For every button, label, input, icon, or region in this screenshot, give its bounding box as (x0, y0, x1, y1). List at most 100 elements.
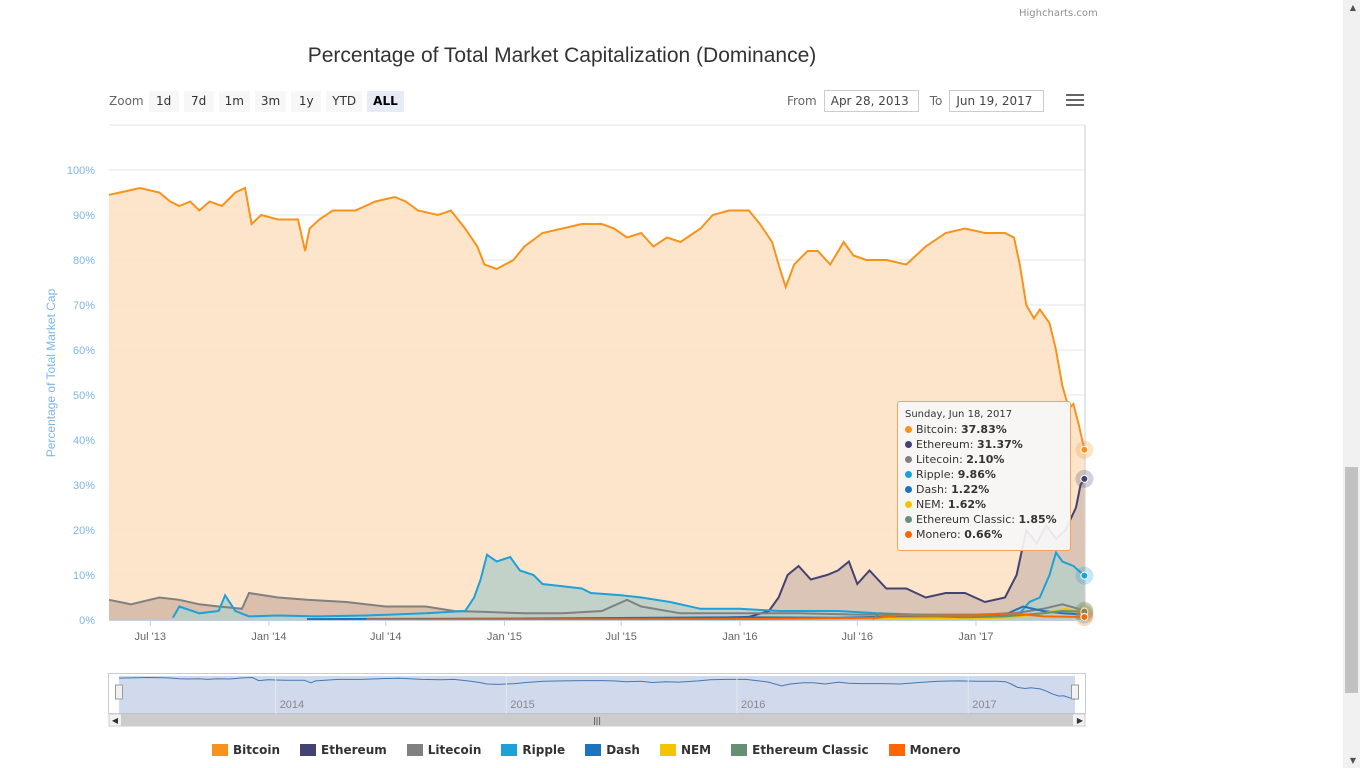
line-monero (366, 612, 1085, 621)
legend-symbol (659, 744, 676, 756)
x-tick-label: Jul '16 (842, 631, 873, 643)
highcharts-credits[interactable]: Highcharts.com (1019, 8, 1098, 19)
zoom-label: Zoom (109, 94, 144, 108)
y-tick-label: 70% (73, 300, 95, 312)
legend-item-dash[interactable]: Dash (585, 743, 640, 757)
navigator-handle[interactable] (1071, 684, 1079, 700)
navigator-tick-label: 2015 (510, 699, 534, 711)
y-tick-label: 60% (73, 345, 95, 357)
x-tick-label: Jan '17 (958, 631, 993, 643)
zoom-ytd-button[interactable]: YTD (326, 90, 363, 112)
scroll-down-icon[interactable]: ▼ (1349, 756, 1356, 765)
zoom-1y-button[interactable]: 1y (291, 90, 322, 112)
page-scrollbar[interactable]: ▲ ▼ (1343, 0, 1360, 768)
legend-item-ethereum[interactable]: Ethereum (300, 743, 387, 757)
zoom-1m-button[interactable]: 1m (218, 90, 250, 112)
export-menu-icon[interactable] (1066, 94, 1084, 110)
tooltip-row: Bitcoin: 37.83% (905, 422, 1063, 437)
y-tick-label: 20% (73, 525, 95, 537)
zoom-all-button[interactable]: ALL (367, 90, 404, 112)
hover-point (1080, 445, 1089, 454)
y-tick-label: 30% (73, 480, 95, 492)
legend-item-monero[interactable]: Monero (888, 743, 961, 757)
chart-legend: Bitcoin Ethereum Litecoin Ripple Dash NEM Ethe… (212, 743, 981, 757)
navigator-handle[interactable] (115, 684, 123, 700)
tooltip-series-name: Ethereum (916, 438, 970, 451)
tooltip-series-value: 31.37% (976, 438, 1023, 451)
hover-point (1080, 474, 1089, 483)
tooltip-dot (905, 456, 912, 463)
tooltip-series-name: Litecoin (916, 453, 960, 466)
to-label: To (929, 94, 943, 108)
legend-symbol (888, 744, 905, 756)
tooltip-series-value: 37.83% (960, 423, 1007, 436)
tooltip-series-value: 1.22% (951, 483, 990, 496)
y-tick-label: 40% (73, 435, 95, 447)
tooltip-dot (905, 426, 912, 433)
tooltip-series-value: 1.62% (947, 498, 987, 511)
line-ethereum-classic (872, 609, 1085, 620)
scroll-up-icon[interactable]: ▲ (1349, 3, 1356, 12)
tooltip-series-name: NEM (916, 498, 941, 511)
tooltip-row: Ripple: 9.86% (905, 467, 1063, 482)
x-tick-label: Jan '16 (722, 631, 757, 643)
legend-item-litecoin[interactable]: Litecoin (406, 743, 481, 757)
legend-label: Ripple (522, 743, 566, 757)
navigator-tick-label: 2016 (741, 699, 765, 711)
from-date-input[interactable]: Apr 28, 2013 (823, 90, 919, 112)
tooltip-series-value: 2.10% (966, 453, 1005, 466)
line-nem (562, 607, 1085, 621)
tooltip-dot (905, 486, 912, 493)
x-tick-label: Jul '15 (605, 631, 636, 643)
tooltip-series-name: Bitcoin (916, 423, 954, 436)
legend-item-nem[interactable]: NEM (659, 743, 712, 757)
tooltip-series-name: Dash (916, 483, 944, 496)
legend-item-ethereum-classic[interactable]: Ethereum Classic (731, 743, 869, 757)
tooltip-row: Litecoin: 2.10% (905, 452, 1063, 467)
tooltip-row: Monero: 0.66% (905, 527, 1063, 542)
legend-symbol (585, 744, 602, 756)
navigator-scrollbar-thumb[interactable] (121, 714, 1073, 726)
legend-item-bitcoin[interactable]: Bitcoin (212, 743, 280, 757)
line-bitcoin (108, 186, 1086, 451)
tooltip-rows: Bitcoin: 37.83% Ethereum: 31.37% Litecoin:… (905, 422, 1063, 542)
scrollbar-left-arrow-icon[interactable]: ◀ (112, 716, 119, 725)
plot-series (108, 186, 1094, 627)
hover-point (1080, 613, 1089, 622)
y-tick-label: 80% (73, 255, 95, 267)
tooltip-series-name: Ripple (916, 468, 951, 481)
tooltip-dot (905, 531, 912, 538)
plot-axes: 0% 10% 20% 30% 40% 50% 60% 70% 80% 90% 100% Jul '13… (67, 165, 1085, 643)
navigator-tick-label: 2014 (280, 699, 304, 711)
from-label: From (787, 94, 817, 108)
area-litecoin (109, 593, 1085, 620)
scrollbar-grip-icon: ||| (593, 716, 601, 725)
to-date-input[interactable]: Jun 19, 2017 (949, 90, 1045, 112)
legend-label: Ethereum (321, 743, 387, 757)
tooltip-row: Ethereum Classic: 1.85% (905, 512, 1063, 527)
legend-label: Monero (909, 743, 961, 757)
tooltip-series-value: 1.85% (1018, 513, 1057, 526)
chart-tooltip: Sunday, Jun 18, 2017 Bitcoin: 37.83% Ethe… (897, 401, 1071, 551)
tooltip-series-value: 9.86% (957, 468, 996, 481)
zoom-3m-button[interactable]: 3m (254, 90, 287, 112)
tooltip-date: Sunday, Jun 18, 2017 (905, 409, 1013, 420)
hover-point (1080, 571, 1089, 580)
area-bitcoin (109, 188, 1085, 620)
legend-item-ripple[interactable]: Ripple (501, 743, 565, 757)
legend-symbol (300, 744, 317, 756)
tooltip-dot (905, 501, 912, 508)
navigator: 2014 2015 2016 2017 ||| ◀ ▶ (108, 673, 1086, 727)
legend-label: Dash (606, 743, 640, 757)
zoom-1d-button[interactable]: 1d (148, 90, 179, 112)
tooltip-row: Dash: 1.22% (905, 482, 1063, 497)
legend-symbol (212, 744, 228, 756)
legend-label: Bitcoin (233, 743, 281, 757)
date-range-selector: From Apr 28, 2013 To Jun 19, 2017 (787, 90, 1045, 112)
x-tick-label: Jan '14 (251, 631, 286, 643)
scrollbar-right-arrow-icon[interactable]: ▶ (1077, 716, 1084, 725)
zoom-7d-button[interactable]: 7d (183, 90, 214, 112)
page-scrollbar-thumb[interactable] (1345, 467, 1358, 693)
legend-label: NEM (680, 743, 712, 757)
y-tick-label: 0% (79, 615, 95, 627)
